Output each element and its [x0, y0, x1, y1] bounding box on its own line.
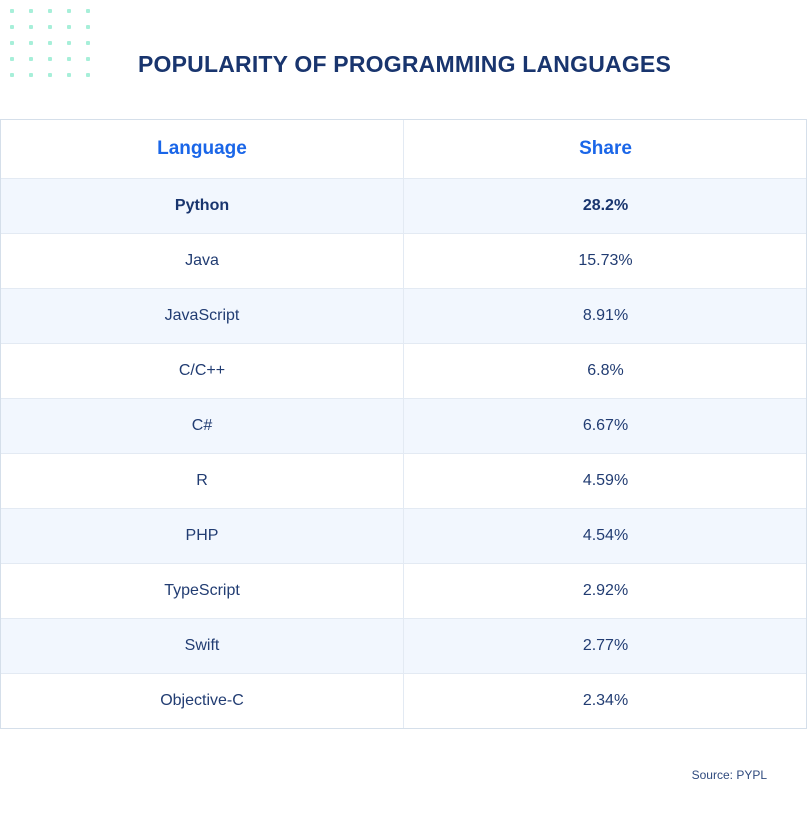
dot [48, 57, 52, 61]
language-cell: TypeScript [1, 564, 404, 618]
dot [29, 41, 33, 45]
share-cell: 6.67% [582, 417, 629, 434]
table-row: C/C++ 6.8% [1, 343, 806, 398]
dot-grid-decoration [10, 9, 90, 77]
dot [67, 41, 71, 45]
dot [67, 9, 71, 13]
language-cell: Objective-C [1, 674, 404, 728]
dot [86, 57, 90, 61]
table-row: C# 6.67% [1, 398, 806, 453]
dot [10, 57, 14, 61]
table-row: Objective-C 2.34% [1, 673, 806, 728]
dot [10, 73, 14, 77]
language-cell: C/C++ [1, 344, 404, 398]
table-row: PHP 4.54% [1, 508, 806, 563]
languages-table: Language Share Python 28.2% Java 15.73% … [0, 119, 807, 729]
language-cell: Swift [1, 619, 404, 673]
table-row: Swift 2.77% [1, 618, 806, 673]
share-cell: 2.34% [582, 692, 629, 709]
dot [67, 25, 71, 29]
language-cell: JavaScript [1, 289, 404, 343]
dot [10, 25, 14, 29]
table-row: JavaScript 8.91% [1, 288, 806, 343]
column-header-language: Language [1, 120, 404, 178]
share-cell: 4.54% [582, 527, 629, 544]
share-cell: 28.2% [582, 197, 629, 214]
language-cell: PHP [1, 509, 404, 563]
dot [29, 57, 33, 61]
table-row: Java 15.73% [1, 233, 806, 288]
dot [48, 25, 52, 29]
dot [86, 9, 90, 13]
table-row: R 4.59% [1, 453, 806, 508]
language-cell: C# [1, 399, 404, 453]
dot [86, 73, 90, 77]
share-cell: 15.73% [578, 252, 633, 269]
dot [67, 73, 71, 77]
dot [48, 73, 52, 77]
dot [48, 41, 52, 45]
dot [86, 41, 90, 45]
dot [29, 9, 33, 13]
share-cell: 6.8% [587, 362, 624, 379]
table-row: Python 28.2% [1, 178, 806, 233]
dot [48, 9, 52, 13]
dot [29, 25, 33, 29]
dot [10, 9, 14, 13]
table-header-row: Language Share [1, 120, 806, 178]
column-header-share: Share [579, 138, 632, 159]
share-cell: 8.91% [582, 307, 629, 324]
table-row: TypeScript 2.92% [1, 563, 806, 618]
language-cell: Java [1, 234, 404, 288]
share-cell: 2.77% [582, 637, 629, 654]
share-cell: 2.92% [582, 582, 629, 599]
dot [86, 25, 90, 29]
language-cell: Python [1, 179, 404, 233]
dot [29, 73, 33, 77]
page-title: POPULARITY OF PROGRAMMING LANGUAGES [137, 51, 672, 77]
dot [67, 57, 71, 61]
dot [10, 41, 14, 45]
source-note: Source: PYPL [691, 768, 767, 782]
share-cell: 4.59% [582, 472, 629, 489]
language-cell: R [1, 454, 404, 508]
